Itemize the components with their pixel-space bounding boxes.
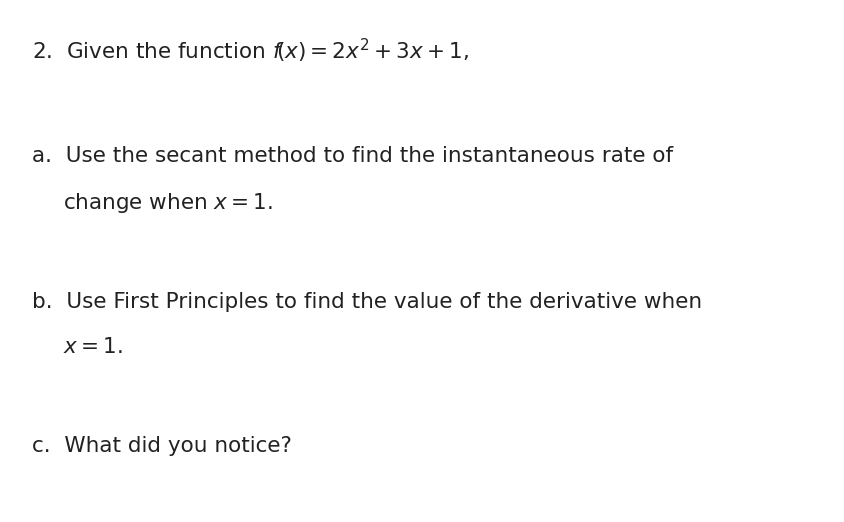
Text: c.  What did you notice?: c. What did you notice? <box>32 436 292 456</box>
Text: b.  Use First Principles to find the value of the derivative when: b. Use First Principles to find the valu… <box>32 292 701 312</box>
Text: a.  Use the secant method to find the instantaneous rate of: a. Use the secant method to find the ins… <box>32 146 673 166</box>
Text: $x = 1.$: $x = 1.$ <box>63 337 123 357</box>
Text: 2.  Given the function $\mathit{f}\!\mathit{(x)} = 2x^2 + 3x + 1,$: 2. Given the function $\mathit{f}\!\math… <box>32 37 468 65</box>
Text: change when $x = 1.$: change when $x = 1.$ <box>63 191 273 215</box>
